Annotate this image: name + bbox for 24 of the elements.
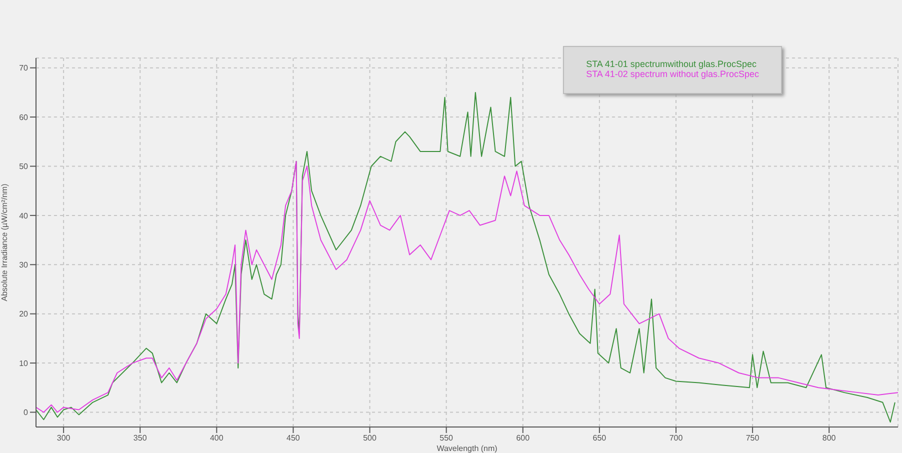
x-tick-label: 400 — [210, 434, 224, 443]
y-tick-label: 50 — [19, 162, 29, 172]
x-tick-label: 500 — [363, 434, 377, 443]
x-tick-label: 300 — [56, 434, 71, 443]
y-tick-label: 60 — [19, 112, 29, 122]
legend-panel: STA 41-01 spectrumwithout glas.ProcSpec STA 41-02 spectrum without glas.ProcSpec — [563, 46, 782, 94]
x-tick-label: 800 — [822, 434, 836, 443]
x-tick-label: 700 — [669, 434, 684, 443]
y-tick-label: 0 — [24, 408, 29, 418]
line-series — [36, 160, 898, 413]
x-tick-label: 750 — [746, 434, 760, 443]
x-axis-title: Wavelength (nm) — [436, 444, 498, 453]
y-tick-label: 10 — [19, 358, 29, 368]
y-tick-label: 70 — [19, 64, 29, 73]
line-series — [36, 92, 896, 423]
y-tick-label: 40 — [19, 211, 29, 220]
x-tick-label: 600 — [516, 434, 530, 443]
x-tick-label: 550 — [440, 434, 454, 443]
x-tick-label: 350 — [133, 434, 148, 443]
y-tick-label: 20 — [19, 310, 29, 319]
y-tick-label: 30 — [19, 260, 29, 270]
x-tick-label: 450 — [286, 434, 300, 443]
y-axis-title: Absolute Irradiance (µW/cm²/nm) — [0, 183, 9, 302]
x-tick-label: 650 — [592, 434, 607, 443]
